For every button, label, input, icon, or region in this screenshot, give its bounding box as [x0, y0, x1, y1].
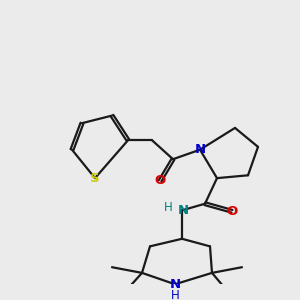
Text: N: N — [194, 143, 206, 156]
Text: N: N — [169, 278, 181, 291]
Text: H: H — [171, 289, 179, 300]
Text: S: S — [90, 172, 100, 184]
Text: N: N — [177, 204, 189, 217]
Text: O: O — [226, 205, 238, 218]
Text: H: H — [164, 201, 172, 214]
Text: O: O — [154, 175, 166, 188]
